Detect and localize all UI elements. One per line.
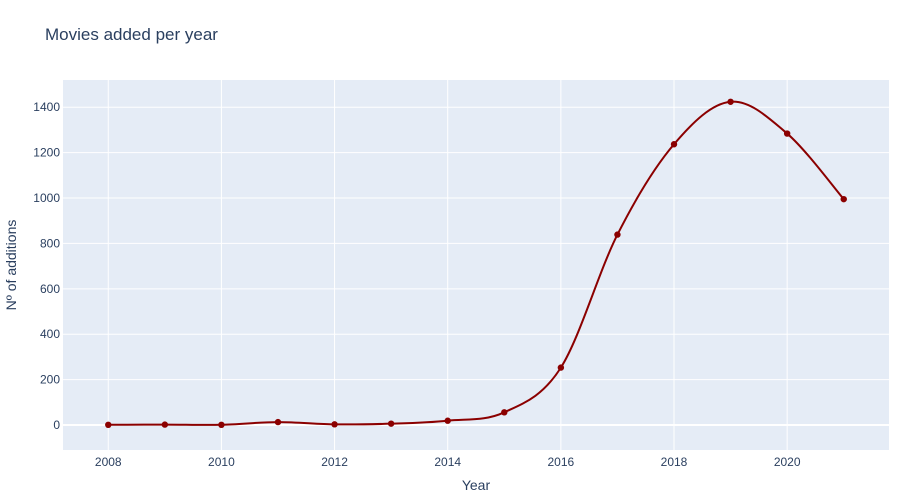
y-tick-label: 200 [40, 373, 60, 387]
y-tick-label: 1400 [33, 100, 60, 114]
data-point[interactable] [161, 421, 169, 428]
x-tick-label: 2012 [321, 455, 348, 469]
data-point[interactable] [501, 409, 508, 416]
data-point[interactable] [331, 421, 338, 428]
marker-layer [105, 98, 847, 429]
x-tick-label: 2016 [548, 455, 575, 469]
data-point[interactable] [387, 420, 395, 427]
x-tick-label: 2014 [434, 455, 461, 469]
y-tick-label: 0 [53, 418, 60, 432]
data-point[interactable] [444, 417, 451, 424]
x-tick-label: 2020 [774, 455, 801, 469]
chart-title: Movies added per year [45, 25, 218, 44]
y-tick-label: 1200 [33, 146, 60, 160]
data-point[interactable] [727, 98, 734, 105]
y-tick-label: 400 [40, 327, 60, 341]
x-tick-labels: 2008 2010 2012 2014 2016 2018 2020 [95, 455, 801, 469]
x-tick-label: 2010 [208, 455, 235, 469]
y-tick-label: 800 [40, 236, 60, 250]
data-point[interactable] [614, 231, 621, 238]
data-point[interactable] [557, 364, 565, 371]
data-point[interactable] [218, 421, 225, 429]
x-axis-title: Year [462, 477, 491, 493]
plot-area [63, 80, 889, 450]
data-point[interactable] [840, 195, 847, 203]
data-point[interactable] [274, 418, 282, 426]
y-axis-title: Nº of additions [3, 220, 19, 311]
y-tick-labels: 0 200 400 600 800 1000 1200 1400 [33, 100, 60, 432]
x-tick-label: 2018 [661, 455, 688, 469]
data-point[interactable] [783, 130, 791, 137]
data-point[interactable] [105, 421, 112, 429]
y-tick-label: 1000 [33, 191, 60, 205]
data-point[interactable] [670, 141, 678, 148]
x-tick-label: 2008 [95, 455, 122, 469]
y-tick-label: 600 [40, 282, 60, 296]
